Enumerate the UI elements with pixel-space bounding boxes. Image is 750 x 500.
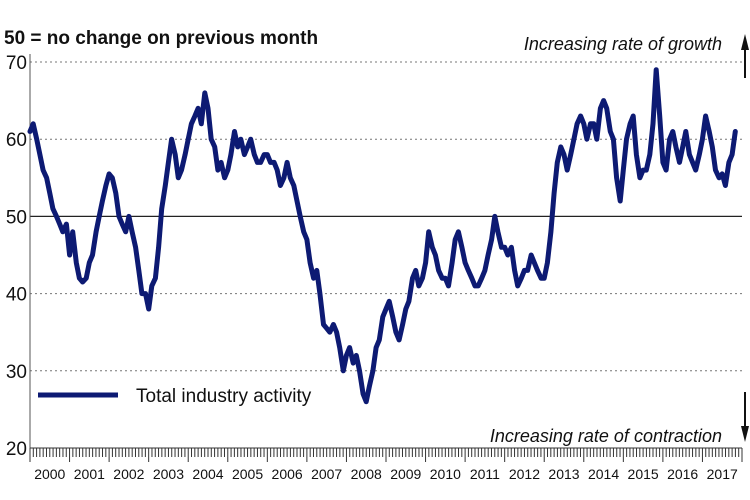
y-tick-label: 70 — [6, 53, 27, 74]
chart-title: 50 = no change on previous month — [4, 28, 319, 49]
y-tick-label: 40 — [6, 285, 27, 306]
x-tick-label: 2004 — [192, 466, 223, 482]
contraction-arrow-head — [741, 426, 749, 442]
y-tick-label: 50 — [6, 207, 27, 228]
x-tick-label: 2017 — [707, 466, 738, 482]
x-tick-label: 2011 — [470, 466, 500, 482]
y-tick-label: 60 — [6, 130, 27, 151]
contraction-annotation: Increasing rate of contraction — [489, 426, 722, 446]
x-tick-label: 2006 — [272, 466, 303, 482]
series-line-0 — [27, 67, 738, 405]
x-tick-label: 2015 — [628, 466, 659, 482]
x-tick-label: 2007 — [311, 466, 342, 482]
x-tick-label: 2003 — [153, 466, 184, 482]
x-tick-label: 2012 — [509, 466, 540, 482]
x-tick-label: 2005 — [232, 466, 263, 482]
x-tick-label: 2009 — [390, 466, 421, 482]
growth-annotation: Increasing rate of growth — [523, 34, 722, 54]
x-tick-label: 2010 — [430, 466, 461, 482]
x-tick-label: 2001 — [74, 466, 105, 482]
x-tick-label: 2013 — [548, 466, 579, 482]
x-tick-label: 2014 — [588, 466, 619, 482]
growth-arrow-head — [741, 34, 749, 50]
y-tick-label: 30 — [6, 362, 27, 383]
x-tick-label: 2002 — [113, 466, 144, 482]
y-tick-label: 20 — [6, 439, 27, 460]
x-tick-label: 2016 — [667, 466, 698, 482]
x-tick-label: 2000 — [34, 466, 65, 482]
x-tick-label: 2008 — [351, 466, 382, 482]
legend-label: Total industry activity — [136, 386, 312, 407]
